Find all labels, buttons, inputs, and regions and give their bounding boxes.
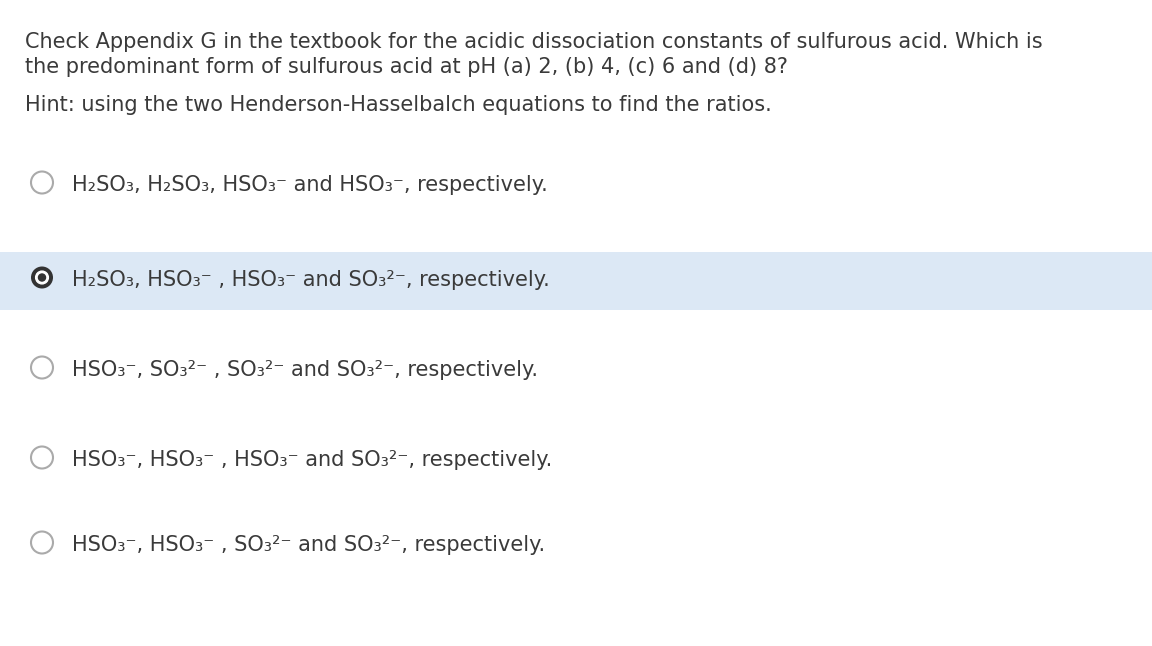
Text: HSO₃⁻, HSO₃⁻ , HSO₃⁻ and SO₃²⁻, respectively.: HSO₃⁻, HSO₃⁻ , HSO₃⁻ and SO₃²⁻, respecti… <box>71 450 552 470</box>
Bar <box>0 252 1152 310</box>
Text: H₂SO₃, H₂SO₃, HSO₃⁻ and HSO₃⁻, respectively.: H₂SO₃, H₂SO₃, HSO₃⁻ and HSO₃⁻, respectiv… <box>71 175 547 195</box>
Text: the predominant form of sulfurous acid at pH (a) 2, (b) 4, (c) 6 and (d) 8?: the predominant form of sulfurous acid a… <box>25 57 788 77</box>
Circle shape <box>31 267 53 289</box>
Circle shape <box>38 274 46 281</box>
Text: Check Appendix G in the textbook for the acidic dissociation constants of sulfur: Check Appendix G in the textbook for the… <box>25 32 1043 52</box>
Circle shape <box>36 271 48 284</box>
Text: HSO₃⁻, SO₃²⁻ , SO₃²⁻ and SO₃²⁻, respectively.: HSO₃⁻, SO₃²⁻ , SO₃²⁻ and SO₃²⁻, respecti… <box>71 360 538 380</box>
Text: H₂SO₃, HSO₃⁻ , HSO₃⁻ and SO₃²⁻, respectively.: H₂SO₃, HSO₃⁻ , HSO₃⁻ and SO₃²⁻, respecti… <box>71 270 550 290</box>
Text: Hint: using the two Henderson-Hasselbalch equations to find the ratios.: Hint: using the two Henderson-Hasselbalc… <box>25 95 772 115</box>
Text: HSO₃⁻, HSO₃⁻ , SO₃²⁻ and SO₃²⁻, respectively.: HSO₃⁻, HSO₃⁻ , SO₃²⁻ and SO₃²⁻, respecti… <box>71 535 545 555</box>
